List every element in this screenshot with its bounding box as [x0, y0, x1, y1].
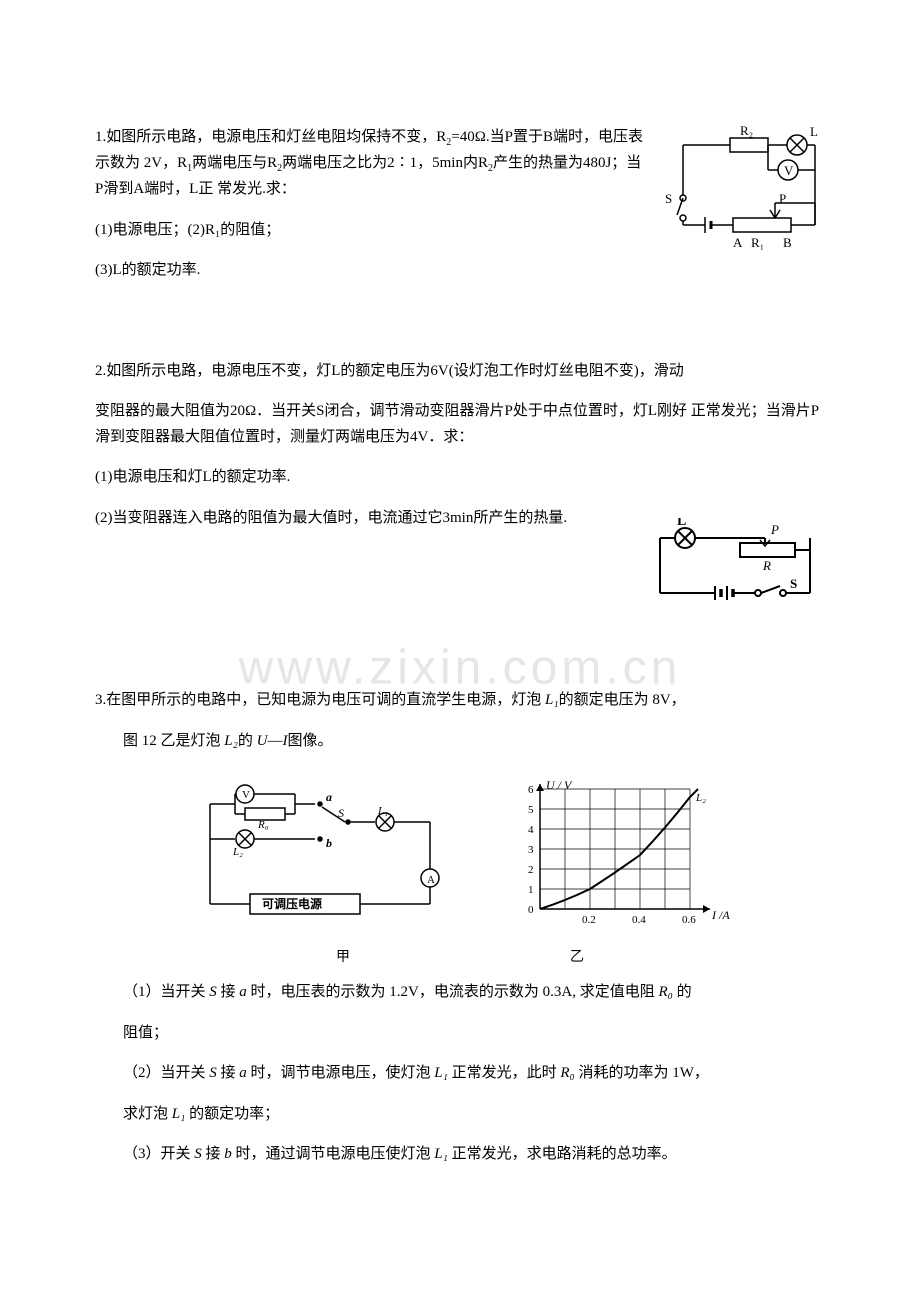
- label-l: L: [810, 125, 818, 139]
- lbl-a: a: [326, 790, 332, 804]
- italic-l2: L₂: [224, 733, 238, 749]
- lbl-ammeter: A: [427, 874, 435, 886]
- label-r: R: [762, 558, 771, 573]
- text: （1）当开关: [123, 984, 209, 1000]
- p2-line2: 变阻器的最大阻值为20Ω．当开关S闭合，调节滑动变阻器滑片P处于中点位置时，灯L…: [95, 399, 825, 450]
- label-s: S: [790, 576, 797, 591]
- text: 正常发光，此时: [452, 1065, 561, 1081]
- p3-line2: 图 12 乙是灯泡 L₂的 U—I图像。: [95, 729, 825, 755]
- text: 变阻器的最大阻值为20Ω．当开关S闭合，调节滑动变阻器滑片P处于中点位置时，灯L…: [95, 403, 687, 419]
- svg-text:3: 3: [528, 844, 534, 856]
- p3-q2: （2）当开关 S 接 a 时，调节电源电压，使灯泡 L₁ 正常发光，此时 R₀ …: [95, 1061, 825, 1087]
- text: 时，电压表的示数为 1.2V，电流表的示数为 0.3A, 求定值电阻: [251, 984, 659, 1000]
- label-p: P: [779, 191, 786, 206]
- text: 正常发光，求电路消耗的总功率。: [452, 1146, 677, 1162]
- p2-q1: (1)电源电压和灯L的额定功率.: [95, 465, 825, 491]
- text: 1.如图所示电路，电源电压和灯丝电阻均保持不变，R: [95, 129, 446, 145]
- it-r0b: R₀: [560, 1065, 574, 1081]
- problem-2: 2.如图所示电路，电源电压不变，灯L的额定电压为6V(设灯泡工作时灯丝电阻不变)…: [95, 359, 825, 619]
- lbl-r0: R₀: [257, 819, 269, 831]
- svg-text:1: 1: [528, 884, 534, 896]
- label-a: A: [733, 235, 743, 250]
- text: 两端电压与R: [192, 155, 277, 171]
- text: 消耗的功率为 1W，: [579, 1065, 709, 1081]
- caption-right: 乙: [570, 946, 584, 966]
- lbl-src: 可调压电源: [262, 896, 322, 911]
- text: 两端电压之比为2∶1，5min内R: [282, 155, 488, 171]
- it-s3: S: [194, 1146, 202, 1162]
- text: 接: [221, 1065, 236, 1081]
- problem-1: R₂ L V S P A R₁ B 1.如图所示电路，电源电压和灯丝电阻均保持不…: [95, 125, 825, 299]
- svg-text:0.6: 0.6: [682, 914, 696, 926]
- it-a2: a: [239, 1065, 247, 1081]
- text: 的额定电压为 8V，: [559, 692, 686, 708]
- fig3-svg: V R₀ L₂ a b S L₁ A 可调压电源: [180, 769, 740, 939]
- it-s2: S: [209, 1065, 217, 1081]
- svg-text:6: 6: [528, 784, 534, 796]
- label-p: P: [770, 522, 779, 537]
- p3-line1: 3.在图甲所示的电路中，已知电源为电压可调的直流学生电源，灯泡 L₁的额定电压为…: [95, 688, 825, 714]
- label-b: B: [783, 235, 792, 250]
- lbl-v: V: [242, 789, 250, 801]
- lbl-s: S: [338, 806, 344, 820]
- text: （2）当开关: [123, 1065, 209, 1081]
- text: 接: [221, 984, 236, 1000]
- svg-text:4: 4: [528, 824, 534, 836]
- p3-q1: （1）当开关 S 接 a 时，电压表的示数为 1.2V，电流表的示数为 0.3A…: [95, 980, 825, 1006]
- circuit-1-svg: R₂ L V S P A R₁ B: [655, 125, 825, 265]
- text: 的: [677, 984, 692, 1000]
- svg-text:0.4: 0.4: [632, 914, 646, 926]
- ylabel: U / V: [546, 778, 573, 792]
- figure-3: V R₀ L₂ a b S L₁ A 可调压电源: [95, 769, 825, 966]
- figure-2: L P R S: [645, 518, 825, 618]
- circuit-2-svg: L P R S: [645, 518, 825, 613]
- p2-line1: 2.如图所示电路，电源电压不变，灯L的额定电压为6V(设灯泡工作时灯丝电阻不变)…: [95, 359, 825, 385]
- page: R₂ L V S P A R₁ B 1.如图所示电路，电源电压和灯丝电阻均保持不…: [0, 0, 920, 1283]
- text: 图像。: [287, 733, 332, 749]
- label-s: S: [665, 191, 672, 206]
- svg-text:0: 0: [528, 904, 534, 916]
- svg-text:5: 5: [528, 804, 534, 816]
- lbl-l2: L₂: [232, 846, 243, 858]
- text: 2V，R: [144, 155, 187, 171]
- p3-q1b: 阻值；: [95, 1021, 825, 1047]
- p3-q3: （3）开关 S 接 b 时，通过调节电源电压使灯泡 L₁ 正常发光，求电路消耗的…: [95, 1142, 825, 1168]
- figure-1: R₂ L V S P A R₁ B: [655, 125, 825, 270]
- it-a: a: [239, 984, 247, 1000]
- text: 的额定功率；: [189, 1106, 279, 1122]
- text: 图 12 乙是灯泡: [123, 733, 224, 749]
- it-l1b: L₁: [172, 1106, 186, 1122]
- curve-label: L₂: [695, 792, 706, 804]
- italic-u: U: [257, 733, 268, 749]
- svg-text:0.2: 0.2: [582, 914, 596, 926]
- it-b: b: [224, 1146, 232, 1162]
- label-r2: R₂: [740, 125, 753, 138]
- problem-3: www.zixin.com.cn 3.在图甲所示的电路中，已知电源为电压可调的直…: [95, 688, 825, 1168]
- label-v: V: [784, 163, 794, 178]
- text: 常发光.求：: [217, 181, 296, 197]
- svg-text:2: 2: [528, 864, 534, 876]
- text: 时，调节电源电压，使灯泡: [251, 1065, 435, 1081]
- text: 时，通过调节电源电压使灯泡: [236, 1146, 435, 1162]
- it-l1: L₁: [434, 1065, 448, 1081]
- xlabel: I /A: [711, 908, 730, 922]
- text: 求灯泡: [123, 1106, 172, 1122]
- fig3-captions: 甲 乙: [95, 946, 825, 966]
- label-r1: R₁: [751, 235, 764, 250]
- label-l: L: [677, 518, 686, 529]
- text: （3）开关: [123, 1146, 194, 1162]
- p3-q2b: 求灯泡 L₁ 的额定功率；: [95, 1102, 825, 1128]
- italic-l1: L₁: [545, 692, 559, 708]
- lbl-b: b: [326, 836, 332, 850]
- text: 的: [238, 733, 257, 749]
- it-l1c: L₁: [434, 1146, 448, 1162]
- caption-left: 甲: [336, 946, 350, 966]
- text: 3.在图甲所示的电路中，已知电源为电压可调的直流学生电源，灯泡: [95, 692, 545, 708]
- text: 接: [206, 1146, 225, 1162]
- it-r0: R₀: [658, 984, 672, 1000]
- it-s: S: [209, 984, 217, 1000]
- lbl-l1: L₁: [377, 805, 388, 817]
